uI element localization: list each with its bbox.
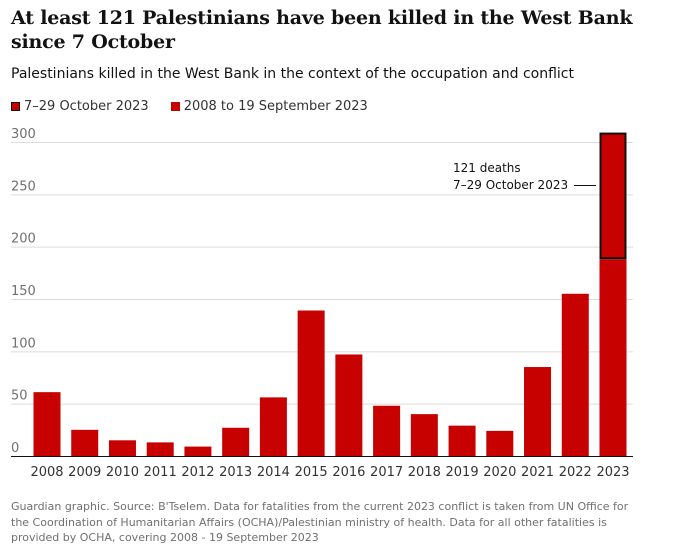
bar-2021 [524,367,552,456]
x-tick-label-2017: 2017 [370,465,403,480]
x-tick-label-2021: 2021 [521,465,554,480]
x-tick-label-2022: 2022 [559,465,592,480]
legend-item-2008-2023: 2008 to 19 September 2023 [170,99,368,114]
x-tick-label-2008: 2008 [30,465,63,480]
x-tick-label-2019: 2019 [446,465,479,480]
bar-2015 [297,310,325,456]
bars [33,132,627,456]
bar-2023 [599,259,627,456]
x-tick-label-2010: 2010 [106,465,139,480]
legend-swatch-solid [170,102,180,111]
bar-2020 [486,430,514,456]
x-axis: 2008 2009 2010 2011 2012 2013 2014 2015 2016 2017… [11,456,633,480]
x-tick-label-2020: 2020 [483,465,516,480]
x-tick-label-2014: 2014 [257,465,290,480]
x-tick-label-2011: 2011 [144,465,177,480]
bar-2019 [448,425,476,456]
legend-label-2008-2023: 2008 to 19 September 2023 [183,99,368,114]
y-tick-label-250: 250 [11,179,36,194]
bar-2010 [108,440,136,456]
bar-2014 [259,397,287,456]
x-tick-label-2009: 2009 [68,465,101,480]
y-tick-label-100: 100 [11,336,36,351]
bar-2018 [410,414,438,456]
bar-2017 [373,405,401,456]
y-tick-label-0: 0 [11,441,19,456]
y-tick-label-150: 150 [11,284,36,299]
bar-2013 [222,427,250,456]
bar-2008 [33,392,61,456]
bar-2022 [561,293,589,456]
legend-swatch-outlined [11,102,20,111]
chart-subtitle: Palestinians killed in the West Bank in … [11,66,574,82]
bar-2012 [184,446,212,456]
bar-2016 [335,354,363,456]
source-note: Guardian graphic. Source: B'Tselem. Data… [11,500,629,544]
bar-2023-oct-2023 [599,132,627,260]
legend-item-oct-2023: 7–29 October 2023 [11,99,149,114]
x-tick-label-2018: 2018 [408,465,441,480]
annotation-period-label: 7–29 October 2023 [453,178,568,192]
x-tick-label-2015: 2015 [295,465,328,480]
chart-title: At least 121 Palestinians have been kill… [11,7,633,53]
legend: 7–29 October 2023 2008 to 19 September 2… [11,99,390,114]
bar-2011 [146,442,174,456]
x-tick-label-2013: 2013 [219,465,252,480]
bar-2009 [71,429,99,456]
y-tick-label-50: 50 [11,389,28,404]
annotation-deaths-label: 121 deaths [453,161,521,175]
x-tick-label-2012: 2012 [181,465,214,480]
legend-label-oct-2023: 7–29 October 2023 [24,99,149,114]
annotation: 121 deaths 7–29 October 2023 [453,161,596,192]
x-tick-label-2023: 2023 [596,465,629,480]
y-tick-label-200: 200 [11,232,36,247]
y-tick-label-300: 300 [11,128,36,142]
x-tick-label-2016: 2016 [332,465,365,480]
